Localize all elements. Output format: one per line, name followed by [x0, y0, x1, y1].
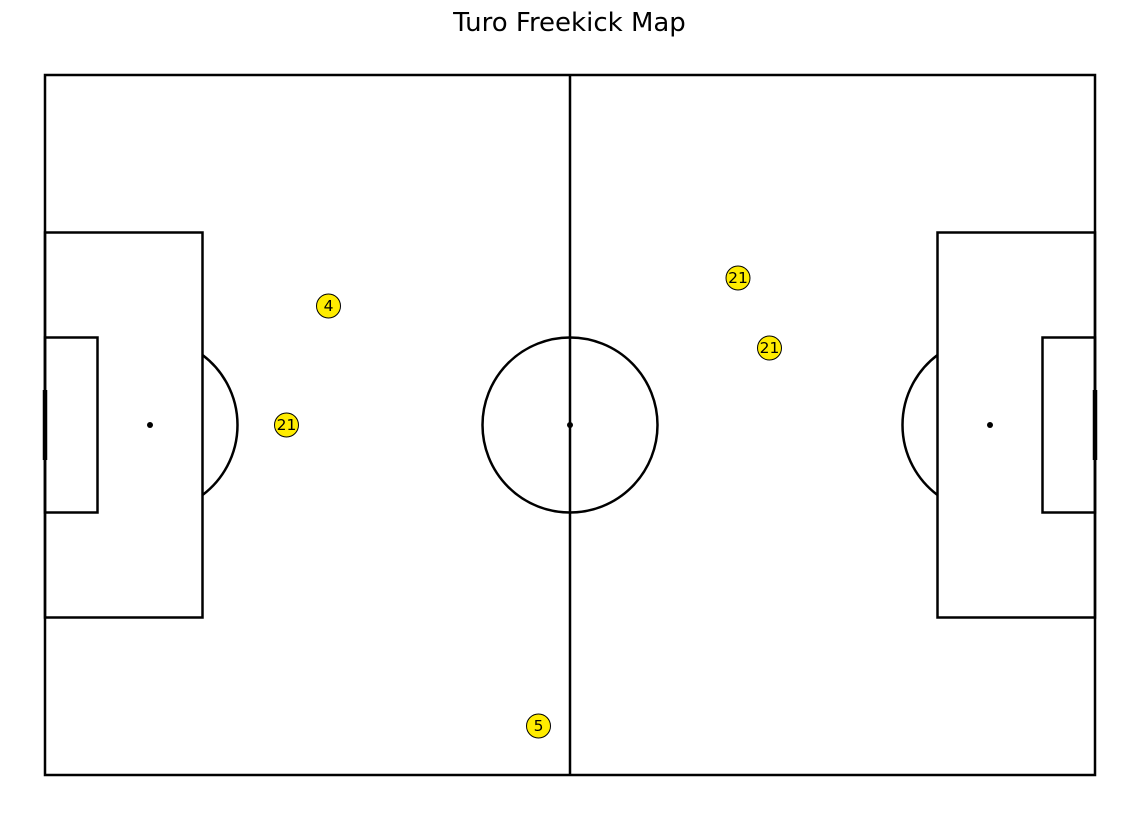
- left-penalty-spot: [147, 422, 153, 428]
- freekick-marker: 21: [725, 265, 751, 291]
- freekick-label: 21: [728, 269, 748, 287]
- freekick-marker: 5: [526, 713, 551, 739]
- freekick-marker: 21: [274, 412, 299, 438]
- freekick-label: 4: [324, 297, 334, 315]
- freekick-label: 21: [277, 416, 297, 434]
- freekick-markers: 4 21 5 21 21: [274, 265, 782, 739]
- freekick-marker: 21: [757, 335, 782, 361]
- right-penalty-area: [936, 231, 1097, 619]
- chart-title: Turo Freekick Map: [453, 8, 686, 38]
- right-penalty-spot: [987, 422, 993, 428]
- left-penalty-arc: [201, 354, 239, 496]
- freekick-point: [725, 265, 751, 291]
- freekick-point: [274, 412, 299, 438]
- freekick-point: [757, 335, 782, 361]
- left-six-yard-box: [43, 336, 99, 514]
- centre-spot: [567, 422, 573, 428]
- right-six-yard-box: [1041, 336, 1097, 514]
- left-penalty-area: [43, 231, 204, 619]
- pitch-markings: [42, 73, 1098, 777]
- freekick-point: [526, 713, 551, 739]
- freekick-point: [316, 293, 341, 319]
- centre-circle: [481, 336, 659, 514]
- freekick-label: 5: [534, 717, 544, 735]
- right-penalty-arc: [901, 354, 939, 496]
- freekick-label: 21: [760, 339, 780, 357]
- freekick-marker: 4: [316, 293, 341, 319]
